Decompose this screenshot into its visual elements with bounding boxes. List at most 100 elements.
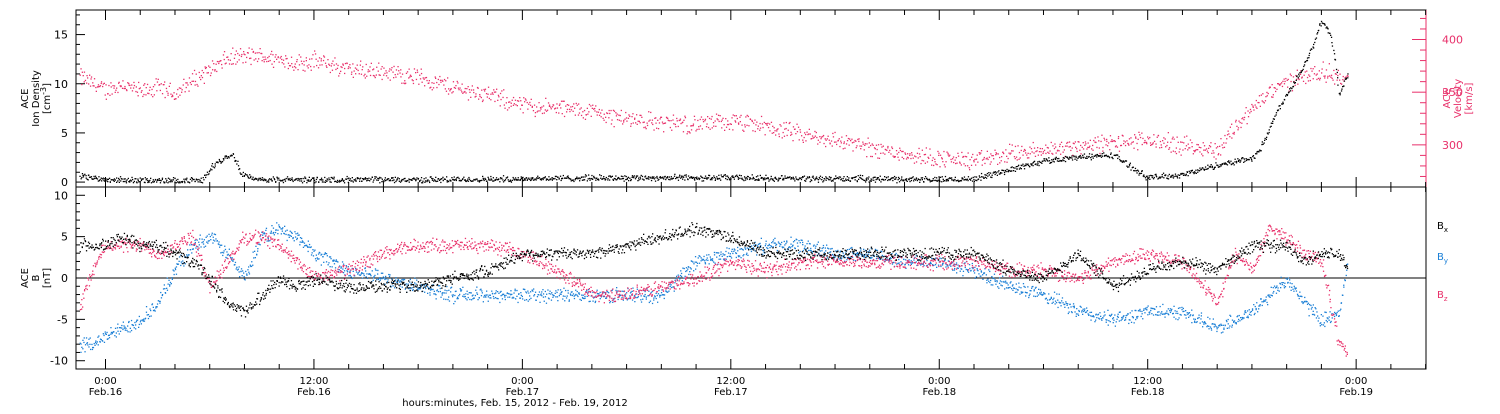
density-series-point xyxy=(304,181,305,182)
by-series-point xyxy=(486,291,487,292)
by-series-point xyxy=(268,240,269,241)
velocity-series-point xyxy=(1064,149,1065,150)
density-series-point xyxy=(1011,170,1012,171)
velocity-series-point xyxy=(281,59,282,60)
velocity-series-point xyxy=(130,87,131,88)
by-series-point xyxy=(385,276,386,277)
by-series-point xyxy=(440,297,441,298)
density-series-point xyxy=(376,176,377,177)
density-series-point xyxy=(1127,167,1128,168)
by-series-point xyxy=(451,287,452,288)
velocity-series-point xyxy=(559,105,560,106)
by-series-point xyxy=(660,295,661,296)
velocity-series-point xyxy=(248,52,249,53)
velocity-series-point xyxy=(1287,87,1288,88)
velocity-series-point xyxy=(514,103,515,104)
by-series-point xyxy=(641,301,642,302)
density-series-point xyxy=(324,177,325,178)
by-series-point xyxy=(141,323,142,324)
density-series-point xyxy=(1016,166,1017,167)
density-series-point xyxy=(976,180,977,181)
velocity-series-point xyxy=(335,69,336,70)
by-series-point xyxy=(188,254,189,255)
velocity-series-point xyxy=(1234,133,1235,134)
density-series-point xyxy=(227,158,228,159)
by-series-point xyxy=(149,308,150,309)
density-series-point xyxy=(704,178,705,179)
velocity-series-point xyxy=(315,53,316,54)
density-series-point xyxy=(197,179,198,180)
by-series-point xyxy=(490,297,491,298)
density-series-point xyxy=(117,180,118,181)
velocity-series-point xyxy=(270,60,271,61)
density-series-point xyxy=(162,178,163,179)
density-series-point xyxy=(161,180,162,181)
density-series-point xyxy=(794,180,795,181)
velocity-series-point xyxy=(918,157,919,158)
velocity-series-point xyxy=(1244,117,1245,118)
density-series-point xyxy=(309,177,310,178)
velocity-series-point xyxy=(1166,145,1167,146)
velocity-series-point xyxy=(1155,143,1156,144)
density-series-point xyxy=(623,178,624,179)
by-series-point xyxy=(457,297,458,298)
density-series-point xyxy=(342,179,343,180)
velocity-series-point xyxy=(706,123,707,124)
by-series-point xyxy=(224,246,225,247)
by-series-point xyxy=(566,297,567,298)
velocity-series-point xyxy=(601,110,602,111)
velocity-series-point xyxy=(788,130,789,131)
velocity-series-point xyxy=(606,122,607,123)
by-series-point xyxy=(484,295,485,296)
velocity-series-point xyxy=(387,77,388,78)
by-series-point xyxy=(726,247,727,248)
velocity-series-point xyxy=(733,114,734,115)
velocity-series-point xyxy=(216,71,217,72)
velocity-series-point xyxy=(304,64,305,65)
velocity-series-point xyxy=(1198,144,1199,145)
density-series-point xyxy=(696,177,697,178)
density-series-point xyxy=(1264,142,1265,143)
velocity-series-point xyxy=(584,110,585,111)
density-series-point xyxy=(325,182,326,183)
density-series-point xyxy=(463,177,464,178)
density-series-point xyxy=(1272,123,1273,124)
density-series-point xyxy=(91,176,92,177)
density-series-point xyxy=(1307,60,1308,61)
by-series-point xyxy=(765,243,766,244)
density-series-point xyxy=(683,177,684,178)
velocity-series-point xyxy=(635,122,636,123)
velocity-series-point xyxy=(1236,126,1237,127)
by-series-point xyxy=(695,269,696,270)
by-series-point xyxy=(504,295,505,296)
by-series-point xyxy=(274,234,275,235)
density-series-point xyxy=(110,181,111,182)
density-series-point xyxy=(370,179,371,180)
velocity-series-point xyxy=(603,120,604,121)
density-series-point xyxy=(220,161,221,162)
by-series-point xyxy=(416,280,417,281)
by-series-point xyxy=(375,268,376,269)
velocity-series-point xyxy=(799,139,800,140)
velocity-series-point xyxy=(159,84,160,85)
by-series-point xyxy=(311,246,312,247)
velocity-series-point xyxy=(1342,79,1343,80)
b-label-line: [nT] xyxy=(42,268,53,288)
velocity-series-point xyxy=(1040,148,1041,149)
velocity-series-point xyxy=(1061,142,1062,143)
velocity-series-point xyxy=(694,119,695,120)
velocity-series-point xyxy=(840,141,841,142)
velocity-series-point xyxy=(417,72,418,73)
density-series-point xyxy=(979,175,980,176)
by-series-point xyxy=(490,295,491,296)
by-series-point xyxy=(330,258,331,259)
density-series-point xyxy=(131,177,132,178)
density-series-point xyxy=(770,178,771,179)
by-series-point xyxy=(276,222,277,223)
velocity-series-point xyxy=(262,60,263,61)
velocity-series-point xyxy=(759,130,760,131)
velocity-series-point xyxy=(816,132,817,133)
density-series-point xyxy=(149,181,150,182)
velocity-series-point xyxy=(655,123,656,124)
density-tick-label: 10 xyxy=(54,78,68,91)
